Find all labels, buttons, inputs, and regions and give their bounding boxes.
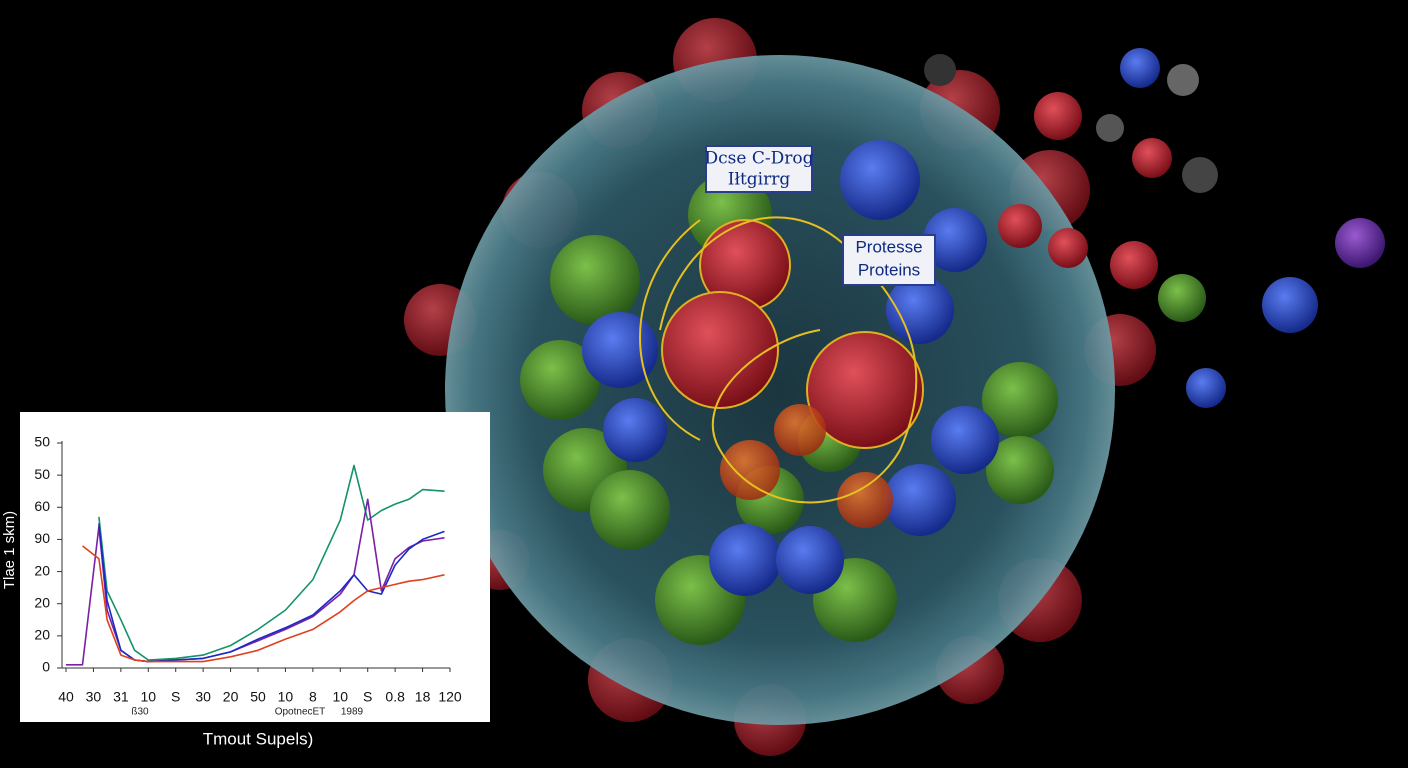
free-molecules — [924, 48, 1385, 408]
x-tick-label: 8 — [309, 689, 317, 705]
protein-label: Protesse Proteins — [842, 234, 936, 286]
core-proteins — [661, 219, 924, 449]
orange-proteins — [720, 404, 893, 528]
x-axis-label: Tmout Supels) — [203, 729, 314, 748]
series-line — [66, 498, 445, 666]
chart-panel — [20, 412, 490, 722]
blue-proteins — [582, 140, 999, 596]
x-tick-label: S — [363, 689, 372, 705]
x-tick-label: 10 — [278, 689, 294, 705]
label-box — [705, 145, 813, 193]
y-tick-label: 20 — [34, 594, 50, 610]
y-tick-label: 20 — [34, 562, 50, 578]
illustration: Dcse C-Drog Iłtgirrg Protesse Proteins — [404, 18, 1385, 756]
x-tick-label: 40 — [58, 689, 74, 705]
x-note: OpotnecET — [275, 707, 326, 718]
inset-chart: Tlae 1 skm) Tmout Supels) ß30 OpotnecET … — [1, 412, 490, 748]
y-tick-label: 50 — [34, 434, 50, 450]
x-tick-label: 30 — [86, 689, 102, 705]
x-note: ß30 — [131, 707, 149, 718]
x-tick-label: 10 — [140, 689, 156, 705]
x-tick-label: 20 — [223, 689, 239, 705]
y-tick-label: 20 — [34, 627, 50, 643]
x-tick-label: 0.8 — [385, 689, 405, 705]
x-tick-label: S — [171, 689, 180, 705]
y-tick-label: 90 — [34, 530, 50, 546]
x-tick-label: 31 — [113, 689, 129, 705]
drug-label: Dcse C-Drog Iłtgirrg — [705, 145, 814, 193]
x-tick-label: 120 — [438, 689, 462, 705]
y-tick-label: 50 — [34, 466, 50, 482]
binding-paths — [639, 216, 918, 504]
y-tick-label: 0 — [42, 659, 50, 675]
x-tick-label: 30 — [195, 689, 211, 705]
label-box — [842, 234, 936, 286]
label-line: Protesse — [855, 237, 922, 256]
x-tick-label: 18 — [415, 689, 431, 705]
x-tick-label: 10 — [332, 689, 348, 705]
y-axis-label: Tlae 1 skm) — [1, 511, 18, 589]
y-tick-label: 60 — [34, 498, 50, 514]
x-note: 1989 — [341, 707, 364, 718]
label-line: Iłtgirrg — [728, 170, 791, 190]
label-line: Dcse C-Drog — [705, 149, 814, 169]
label-line: Proteins — [858, 260, 920, 279]
x-tick-label: 50 — [250, 689, 266, 705]
series-line — [82, 545, 445, 663]
series-line — [98, 464, 445, 661]
